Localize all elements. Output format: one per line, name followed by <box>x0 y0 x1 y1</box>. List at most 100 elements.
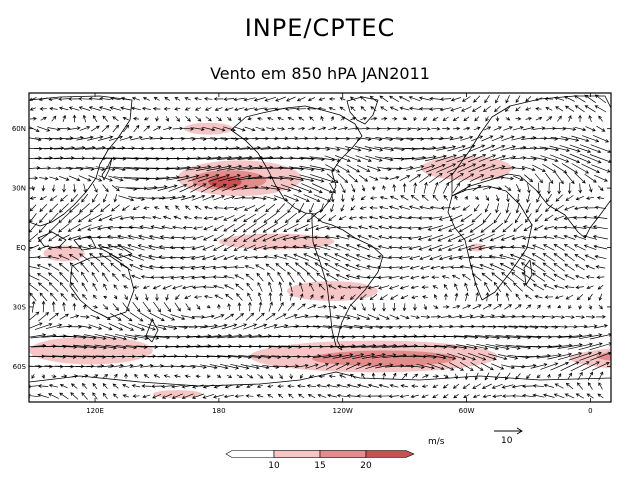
wind-vector <box>184 97 191 101</box>
wind-vector <box>334 243 351 251</box>
wind-vector <box>357 383 369 388</box>
wind-vector <box>193 295 202 299</box>
wind-vector <box>537 182 541 195</box>
wind-vector <box>185 334 212 338</box>
wind-vector <box>388 275 400 280</box>
wind-vector <box>102 184 109 193</box>
wind-vector <box>511 394 524 398</box>
wind-vector <box>324 155 341 162</box>
wind-vector <box>535 116 543 121</box>
wind-vector <box>287 271 295 283</box>
wind-vector <box>482 304 492 310</box>
wind-vector <box>212 126 226 132</box>
wind-vector <box>350 116 357 121</box>
wind-vector <box>449 135 464 141</box>
wind-vector <box>165 116 170 122</box>
wind-vector <box>365 155 383 162</box>
wind-vector <box>202 244 215 251</box>
wind-vector <box>553 253 565 262</box>
wind-vector <box>118 195 135 202</box>
wind-vector <box>216 164 243 171</box>
wind-vector <box>345 146 362 152</box>
wind-vector <box>595 265 606 269</box>
wind-vector <box>212 265 225 270</box>
wind-vector <box>575 285 584 290</box>
wind-vector <box>564 105 575 112</box>
wind-vector <box>480 175 495 181</box>
wind-vector <box>318 283 326 291</box>
wind-vector <box>51 115 57 122</box>
wind-vector <box>494 105 501 113</box>
wind-vector <box>218 174 241 182</box>
wind-vector <box>265 313 276 321</box>
wind-vector <box>153 301 162 313</box>
wind-vector <box>335 155 351 163</box>
wind-vector <box>58 212 70 224</box>
wind-vector <box>76 135 94 141</box>
wind-vector <box>139 312 155 322</box>
wind-vector <box>350 303 357 311</box>
wind-vector <box>77 244 91 250</box>
wind-vector <box>31 185 35 191</box>
wind-vector <box>157 324 178 330</box>
wind-vector <box>162 215 172 220</box>
wind-vector <box>466 343 489 351</box>
wind-vector <box>464 282 469 292</box>
wind-vector <box>581 163 600 174</box>
wind-vector <box>223 195 236 200</box>
wind-vector <box>273 254 288 260</box>
wind-vector <box>180 246 195 250</box>
wind-vector <box>399 175 411 182</box>
wind-vector <box>574 264 585 271</box>
wind-vector <box>56 324 73 329</box>
lon-tick-label: 180 <box>212 407 225 415</box>
wind-vector <box>148 264 165 269</box>
wind-vector <box>82 114 87 123</box>
wind-vector <box>522 236 535 240</box>
wind-vector <box>123 124 130 133</box>
wind-vector <box>368 215 378 220</box>
wind-vector <box>48 233 59 242</box>
wind-vector <box>398 245 411 250</box>
wind-vector <box>555 172 564 185</box>
wind-vector <box>213 224 224 231</box>
wind-vector <box>324 315 341 320</box>
wind-vector <box>292 244 310 249</box>
wind-vector <box>471 105 482 112</box>
wind-vector <box>462 183 471 193</box>
wind-vector <box>540 325 559 329</box>
wind-vector <box>203 225 214 231</box>
wind-vector <box>95 354 116 359</box>
wind-vector <box>452 182 461 194</box>
wind-vector <box>369 175 379 181</box>
wind-vector <box>334 253 351 262</box>
wind-vector <box>263 212 278 223</box>
wind-vector <box>430 314 442 319</box>
wind-vector <box>223 394 234 399</box>
wind-vector <box>203 96 213 101</box>
wind-vector <box>92 183 98 193</box>
wind-vector <box>359 294 367 301</box>
wind-vector <box>578 304 582 310</box>
wind-vector <box>39 203 48 213</box>
wind-vector <box>102 115 108 122</box>
wind-vector <box>382 185 386 191</box>
wind-vector <box>398 95 410 102</box>
wind-vector <box>62 184 66 193</box>
wind-vector <box>206 304 211 309</box>
wind-vector <box>573 244 586 251</box>
wind-vector <box>515 202 520 214</box>
wind-vector <box>521 272 536 283</box>
wind-vector <box>68 175 81 182</box>
wind-vector <box>379 176 390 181</box>
wind-vector <box>421 384 429 389</box>
wind-vector <box>414 155 437 161</box>
wind-vector <box>550 154 570 163</box>
wind-vector <box>233 233 246 242</box>
wind-vector <box>501 272 515 283</box>
wind-vector <box>559 153 581 164</box>
wind-vector <box>295 136 309 141</box>
wind-vector <box>522 126 535 131</box>
wind-vector <box>213 195 225 201</box>
